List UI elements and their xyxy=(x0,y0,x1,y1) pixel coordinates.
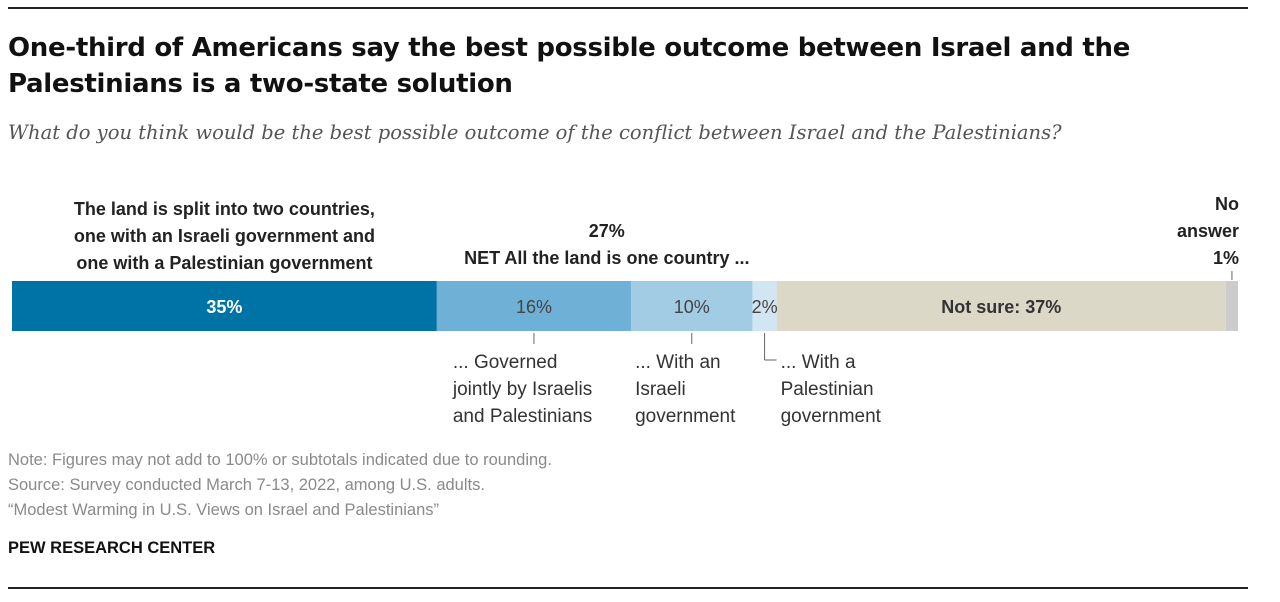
bar-segment-palestinian_gov xyxy=(752,281,777,331)
bar-segment-two_state xyxy=(12,281,437,331)
annotation-two-state-line: one with a Palestinian government xyxy=(76,253,372,273)
footnote-note: Note: Figures may not add to 100% or sub… xyxy=(8,451,552,469)
annotation-net-one-country-line: NET All the land is one country ... xyxy=(464,248,749,268)
bar-label-palestinian_gov: 2% xyxy=(752,297,778,317)
bar-segment-no_answer xyxy=(1225,281,1238,331)
bar-segment-not_sure xyxy=(776,281,1226,331)
organization-name: PEW RESEARCH CENTER xyxy=(8,539,216,557)
annotation-jointly-line: and Palestinians xyxy=(453,406,592,427)
annotation-palestinian-gov-line: ... With a xyxy=(781,352,856,373)
annotation-israeli-gov-line: Israeli xyxy=(635,379,686,400)
chart-title: One-third of Americans say the best poss… xyxy=(8,33,1131,99)
annotation-two-state-line: The land is split into two countries, xyxy=(74,199,375,219)
bar-label-two_state: 35% xyxy=(206,297,242,317)
annotation-net-one-country-line: 27% xyxy=(589,221,625,241)
annotation-no-answer-line: No xyxy=(1215,194,1239,214)
annotation-israeli-gov-line: ... With an xyxy=(635,352,721,373)
annotation-no-answer-line: answer xyxy=(1177,221,1239,241)
annotation-jointly-line: ... Governed xyxy=(453,352,558,373)
bar-label-israeli_gov: 10% xyxy=(674,297,710,317)
annotation-two-state-line: one with an Israeli government and xyxy=(74,226,375,246)
bar-segment-israeli_gov xyxy=(631,281,753,331)
annotation-israeli-gov-line: government xyxy=(635,406,736,427)
footnote-source: Source: Survey conducted March 7-13, 202… xyxy=(8,476,485,494)
bar-label-not_sure: Not sure: 37% xyxy=(941,297,1061,317)
chart-subtitle: What do you think would be the best poss… xyxy=(8,121,1062,144)
annotation-no-answer-line: 1% xyxy=(1213,248,1239,268)
annotation-palestinian-gov-line: Palestinian xyxy=(781,379,874,400)
annotation-jointly-line: jointly by Israelis xyxy=(452,379,592,400)
footnote-report: “Modest Warming in U.S. Views on Israel … xyxy=(8,501,440,519)
stacked-bar-chart: 35% 16% 10% 2% Not sure: 37% The land is spl… xyxy=(12,194,1239,427)
annotation-palestinian-gov-line: government xyxy=(781,406,882,427)
bar-segment-jointly xyxy=(436,281,632,331)
top-rule xyxy=(8,7,1248,9)
bottom-rule xyxy=(8,587,1248,589)
bar-label-jointly: 16% xyxy=(516,297,552,317)
